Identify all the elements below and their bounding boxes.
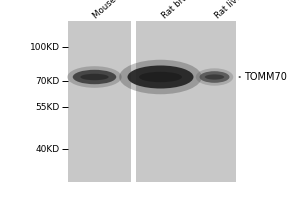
FancyBboxPatch shape (136, 21, 236, 182)
Ellipse shape (119, 60, 202, 94)
Text: Rat brain: Rat brain (160, 0, 196, 20)
Text: TOMM70: TOMM70 (244, 72, 287, 82)
Text: 40KD: 40KD (36, 144, 60, 154)
Ellipse shape (80, 74, 109, 80)
Ellipse shape (67, 66, 122, 88)
Ellipse shape (205, 74, 224, 80)
Text: 55KD: 55KD (35, 102, 60, 112)
Ellipse shape (200, 71, 230, 83)
Ellipse shape (139, 72, 182, 82)
Ellipse shape (196, 68, 233, 86)
Ellipse shape (128, 66, 194, 88)
Text: 70KD: 70KD (35, 76, 60, 86)
FancyBboxPatch shape (68, 21, 130, 182)
Text: 100KD: 100KD (30, 43, 60, 51)
Ellipse shape (73, 70, 116, 84)
Text: Rat liver: Rat liver (213, 0, 246, 20)
Text: Mouse liver: Mouse liver (92, 0, 134, 20)
